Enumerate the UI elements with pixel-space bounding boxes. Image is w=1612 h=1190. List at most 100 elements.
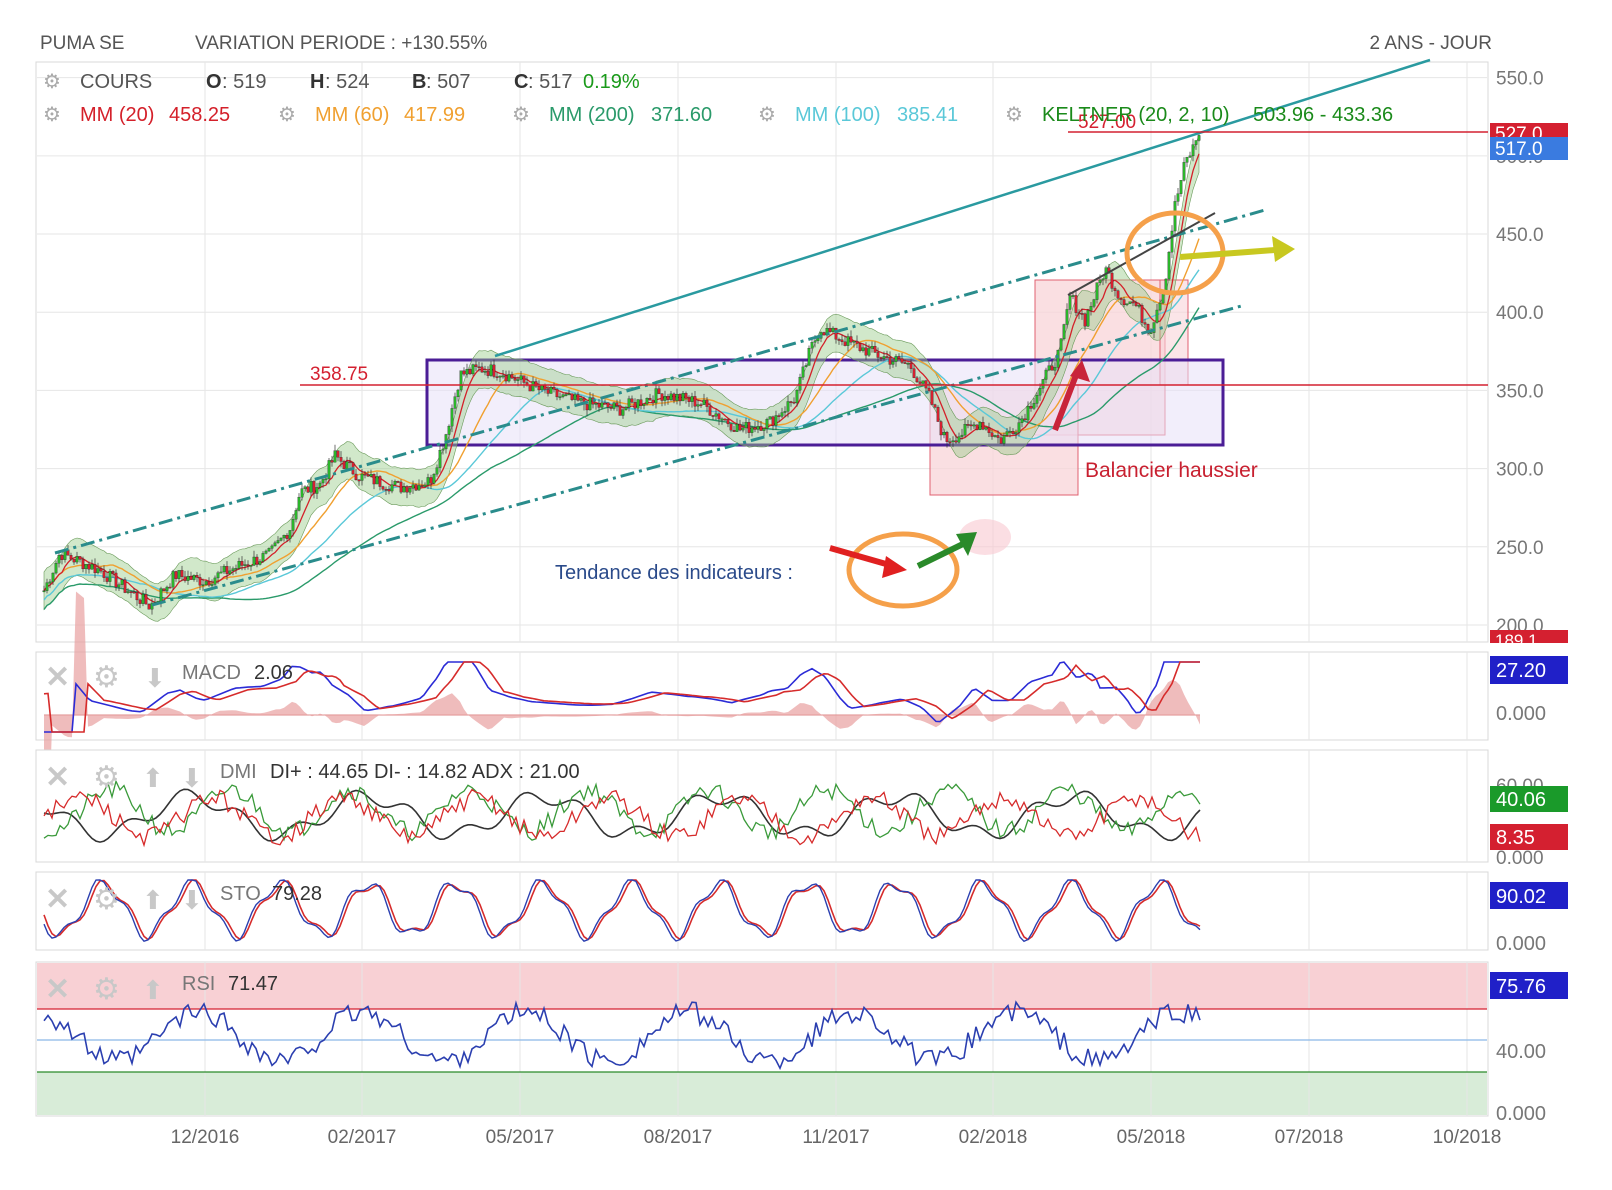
- candle-body: [1068, 295, 1072, 310]
- candle-body: [456, 389, 460, 397]
- candle-body: [93, 564, 97, 574]
- candle-body: [1038, 388, 1042, 396]
- dmi-panel: [35, 749, 1489, 863]
- candle-body: [282, 535, 286, 539]
- candle-body: [378, 476, 382, 487]
- keltner-value: 503.96 - 433.36: [1253, 104, 1393, 126]
- price-tick-label: 550.0: [1496, 69, 1544, 90]
- candle-body: [1002, 435, 1006, 444]
- candle-body: [387, 489, 391, 492]
- candle-body: [1083, 313, 1087, 327]
- candle-body: [708, 406, 712, 416]
- gear-icon[interactable]: ⚙: [512, 104, 530, 126]
- rsi-line: [43, 1000, 1201, 1071]
- candle-body: [462, 370, 466, 375]
- macd-tag-text: 27.20: [1496, 660, 1546, 682]
- candle-body: [441, 448, 445, 451]
- candle-body: [297, 496, 301, 511]
- candle-body: [744, 422, 748, 429]
- candle-body: [246, 564, 250, 567]
- candle-body: [147, 603, 151, 610]
- close-icon[interactable]: ✕: [45, 883, 70, 916]
- gear-icon[interactable]: ⚙: [93, 661, 120, 694]
- candle-body: [609, 407, 613, 409]
- gear-icon[interactable]: ⚙: [43, 104, 61, 126]
- candle-body: [990, 432, 994, 437]
- candle-body: [543, 385, 547, 390]
- candle-body: [294, 510, 298, 520]
- gear-icon[interactable]: ⚙: [1005, 104, 1023, 126]
- candle-body: [786, 401, 790, 412]
- candle-body: [774, 415, 778, 426]
- gear-icon[interactable]: ⚙: [758, 104, 776, 126]
- candle-body: [474, 364, 478, 367]
- candle-body: [927, 387, 931, 391]
- close-icon[interactable]: ✕: [45, 973, 70, 1006]
- macd-zero-label: 0.000: [1496, 703, 1546, 725]
- arrow-down-icon[interactable]: ⬇: [144, 663, 166, 693]
- arrow-up-icon[interactable]: ⬆: [142, 885, 164, 915]
- support-level-label: 358.75: [310, 364, 368, 385]
- candle-body: [1017, 422, 1021, 433]
- candle-body: [579, 398, 583, 401]
- open-value: : 519: [222, 71, 266, 93]
- gear-icon[interactable]: ⚙: [93, 883, 120, 916]
- candle-body: [933, 404, 937, 408]
- close-icon[interactable]: ✕: [45, 661, 70, 694]
- candle-body: [939, 421, 943, 436]
- candle-body: [888, 357, 892, 365]
- candle-body: [738, 423, 742, 431]
- arrow-down-icon[interactable]: ⬇: [181, 885, 203, 915]
- candle-body: [753, 427, 757, 430]
- candle-body: [1149, 332, 1153, 334]
- candle-body: [471, 364, 475, 375]
- candle-body: [495, 376, 499, 378]
- price-tag-517-text: 517.0: [1495, 139, 1543, 160]
- candle-body: [1005, 431, 1009, 436]
- candle-body: [42, 590, 46, 593]
- candle-body: [573, 394, 577, 400]
- gear-icon[interactable]: ⚙: [93, 973, 120, 1006]
- candle-body: [594, 403, 598, 405]
- candle-body: [864, 347, 868, 356]
- gear-icon[interactable]: ⚙: [93, 761, 120, 794]
- price-tag-189: [1490, 630, 1568, 643]
- candle-body: [423, 484, 427, 487]
- symbol-title: PUMA SE: [40, 33, 124, 54]
- candle-body: [489, 364, 493, 376]
- gear-icon[interactable]: ⚙: [278, 104, 296, 126]
- close-icon[interactable]: ✕: [45, 761, 70, 794]
- candle-body: [669, 393, 673, 400]
- candle-body: [936, 407, 940, 422]
- candle-body: [336, 450, 340, 458]
- candle-body: [135, 592, 139, 601]
- candle-body: [963, 424, 967, 436]
- candle-body: [1182, 162, 1186, 181]
- candle-body: [615, 402, 619, 406]
- candle-body: [315, 487, 319, 494]
- x-tick-label: 10/2018: [1433, 1127, 1502, 1148]
- candle-body: [486, 371, 490, 376]
- candle-body: [789, 401, 793, 403]
- candle-body: [915, 377, 919, 383]
- candle-body: [1041, 379, 1045, 389]
- arrow-up-icon[interactable]: ⬆: [142, 975, 164, 1005]
- candle-body: [102, 570, 106, 578]
- dmi-grid: [204, 750, 1468, 862]
- projection-arrow-shaft: [1179, 247, 1276, 260]
- arrow-up-icon[interactable]: ⬆: [142, 763, 164, 793]
- tendance-label: Tendance des indicateurs :: [555, 562, 793, 584]
- candle-body: [690, 396, 694, 402]
- sto-k-line: [43, 879, 1201, 943]
- candle-body: [117, 584, 121, 588]
- candle-body: [948, 441, 952, 444]
- candle-body: [96, 568, 100, 574]
- candle-body: [348, 461, 352, 464]
- gear-icon[interactable]: ⚙: [43, 71, 61, 93]
- candle-body: [846, 336, 850, 346]
- period-label[interactable]: 2 ANS - JOUR: [1370, 33, 1492, 54]
- rsi-label: RSI: [182, 973, 215, 995]
- candle-body: [804, 365, 808, 368]
- arrow-down-icon[interactable]: ⬇: [181, 763, 203, 793]
- sto-d-line: [43, 879, 1201, 941]
